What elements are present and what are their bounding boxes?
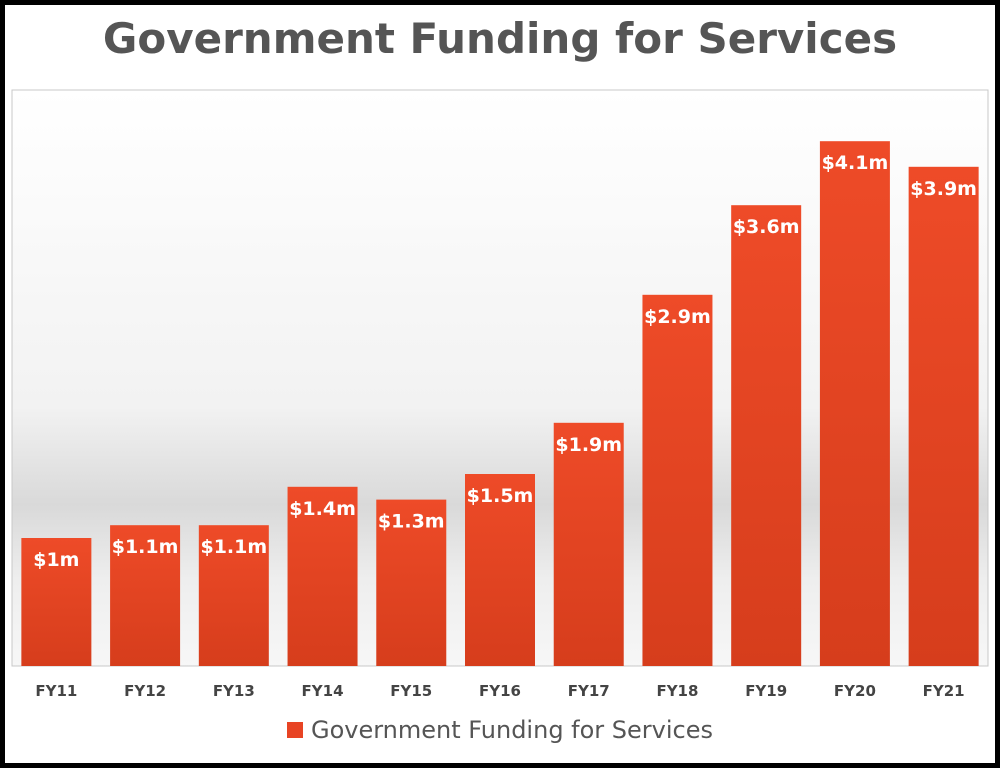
data-label-fy15: $1.3m [378,511,445,533]
bar-fy13 [198,525,269,666]
legend: Government Funding for Services [0,716,1000,744]
x-tick-label-fy16: FY16 [479,682,521,700]
bar-fy19 [731,205,802,666]
data-label-fy13: $1.1m [200,536,267,558]
data-label-fy20: $4.1m [822,152,889,174]
bar-fy21 [908,166,979,667]
data-label-fy17: $1.9m [555,434,622,456]
x-tick-label-fy12: FY12 [124,682,166,700]
data-label-fy12: $1.1m [112,536,179,558]
bar-fy16 [465,474,535,666]
legend-swatch [286,722,303,738]
data-label-fy21: $3.9m [910,178,977,200]
data-label-fy16: $1.5m [467,485,534,507]
x-tick-label-fy13: FY13 [213,682,255,700]
bar-fy11 [21,538,92,666]
legend-label: Government Funding for Services [310,716,714,744]
x-tick-label-fy18: FY18 [656,682,698,700]
x-tick-label-fy20: FY20 [834,682,876,700]
data-label-fy18: $2.9m [644,306,711,328]
x-tick-label-fy17: FY17 [568,682,610,700]
x-tick-label-fy21: FY21 [923,682,965,700]
chart-title: Government Funding for Services [102,14,898,63]
x-tick-label-fy14: FY14 [302,682,344,700]
data-label-fy14: $1.4m [289,498,356,520]
bar-fy15 [376,499,447,666]
bar-fy14 [287,486,358,666]
bar-fy20 [819,141,890,666]
bar-fy12 [110,525,181,666]
data-label-fy11: $1m [33,549,79,571]
x-tick-label-fy19: FY19 [745,682,787,700]
bar-fy18 [642,294,713,666]
x-tick-label-fy15: FY15 [390,682,432,700]
data-label-fy19: $3.6m [733,216,800,238]
x-tick-label-fy11: FY11 [35,682,77,700]
bar-fy17 [553,422,624,666]
